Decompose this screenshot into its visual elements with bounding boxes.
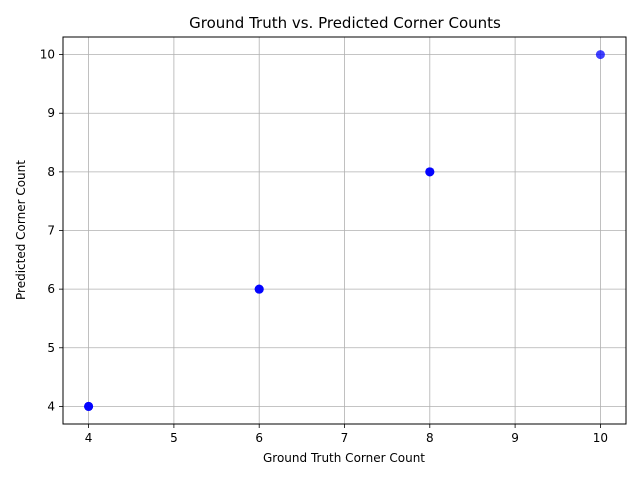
x-tick-label: 7	[341, 431, 349, 445]
data-point	[254, 284, 264, 294]
data-point	[425, 167, 435, 177]
y-tick-label: 9	[47, 106, 55, 120]
y-ticks: 4 5 6 7 8 9 10	[40, 48, 63, 413]
x-ticks: 4 5 6 7 8 9 10	[85, 424, 608, 445]
data-points	[84, 50, 605, 411]
x-tick-label: 9	[511, 431, 519, 445]
grid-lines	[63, 37, 626, 424]
data-point	[84, 401, 94, 411]
y-tick-label: 10	[40, 48, 55, 62]
x-tick-label: 6	[255, 431, 263, 445]
x-tick-label: 8	[426, 431, 434, 445]
y-tick-label: 4	[47, 399, 55, 413]
x-tick-label: 5	[170, 431, 178, 445]
x-axis-label: Ground Truth Corner Count	[263, 451, 425, 465]
y-tick-label: 7	[47, 224, 55, 238]
y-tick-label: 5	[47, 341, 55, 355]
chart-title: Ground Truth vs. Predicted Corner Counts	[189, 14, 501, 32]
data-point	[595, 50, 605, 60]
x-tick-label: 10	[593, 431, 608, 445]
y-axis-label: Predicted Corner Count	[14, 160, 28, 300]
x-tick-label: 4	[85, 431, 93, 445]
y-tick-label: 6	[47, 282, 55, 296]
y-tick-label: 8	[47, 165, 55, 179]
